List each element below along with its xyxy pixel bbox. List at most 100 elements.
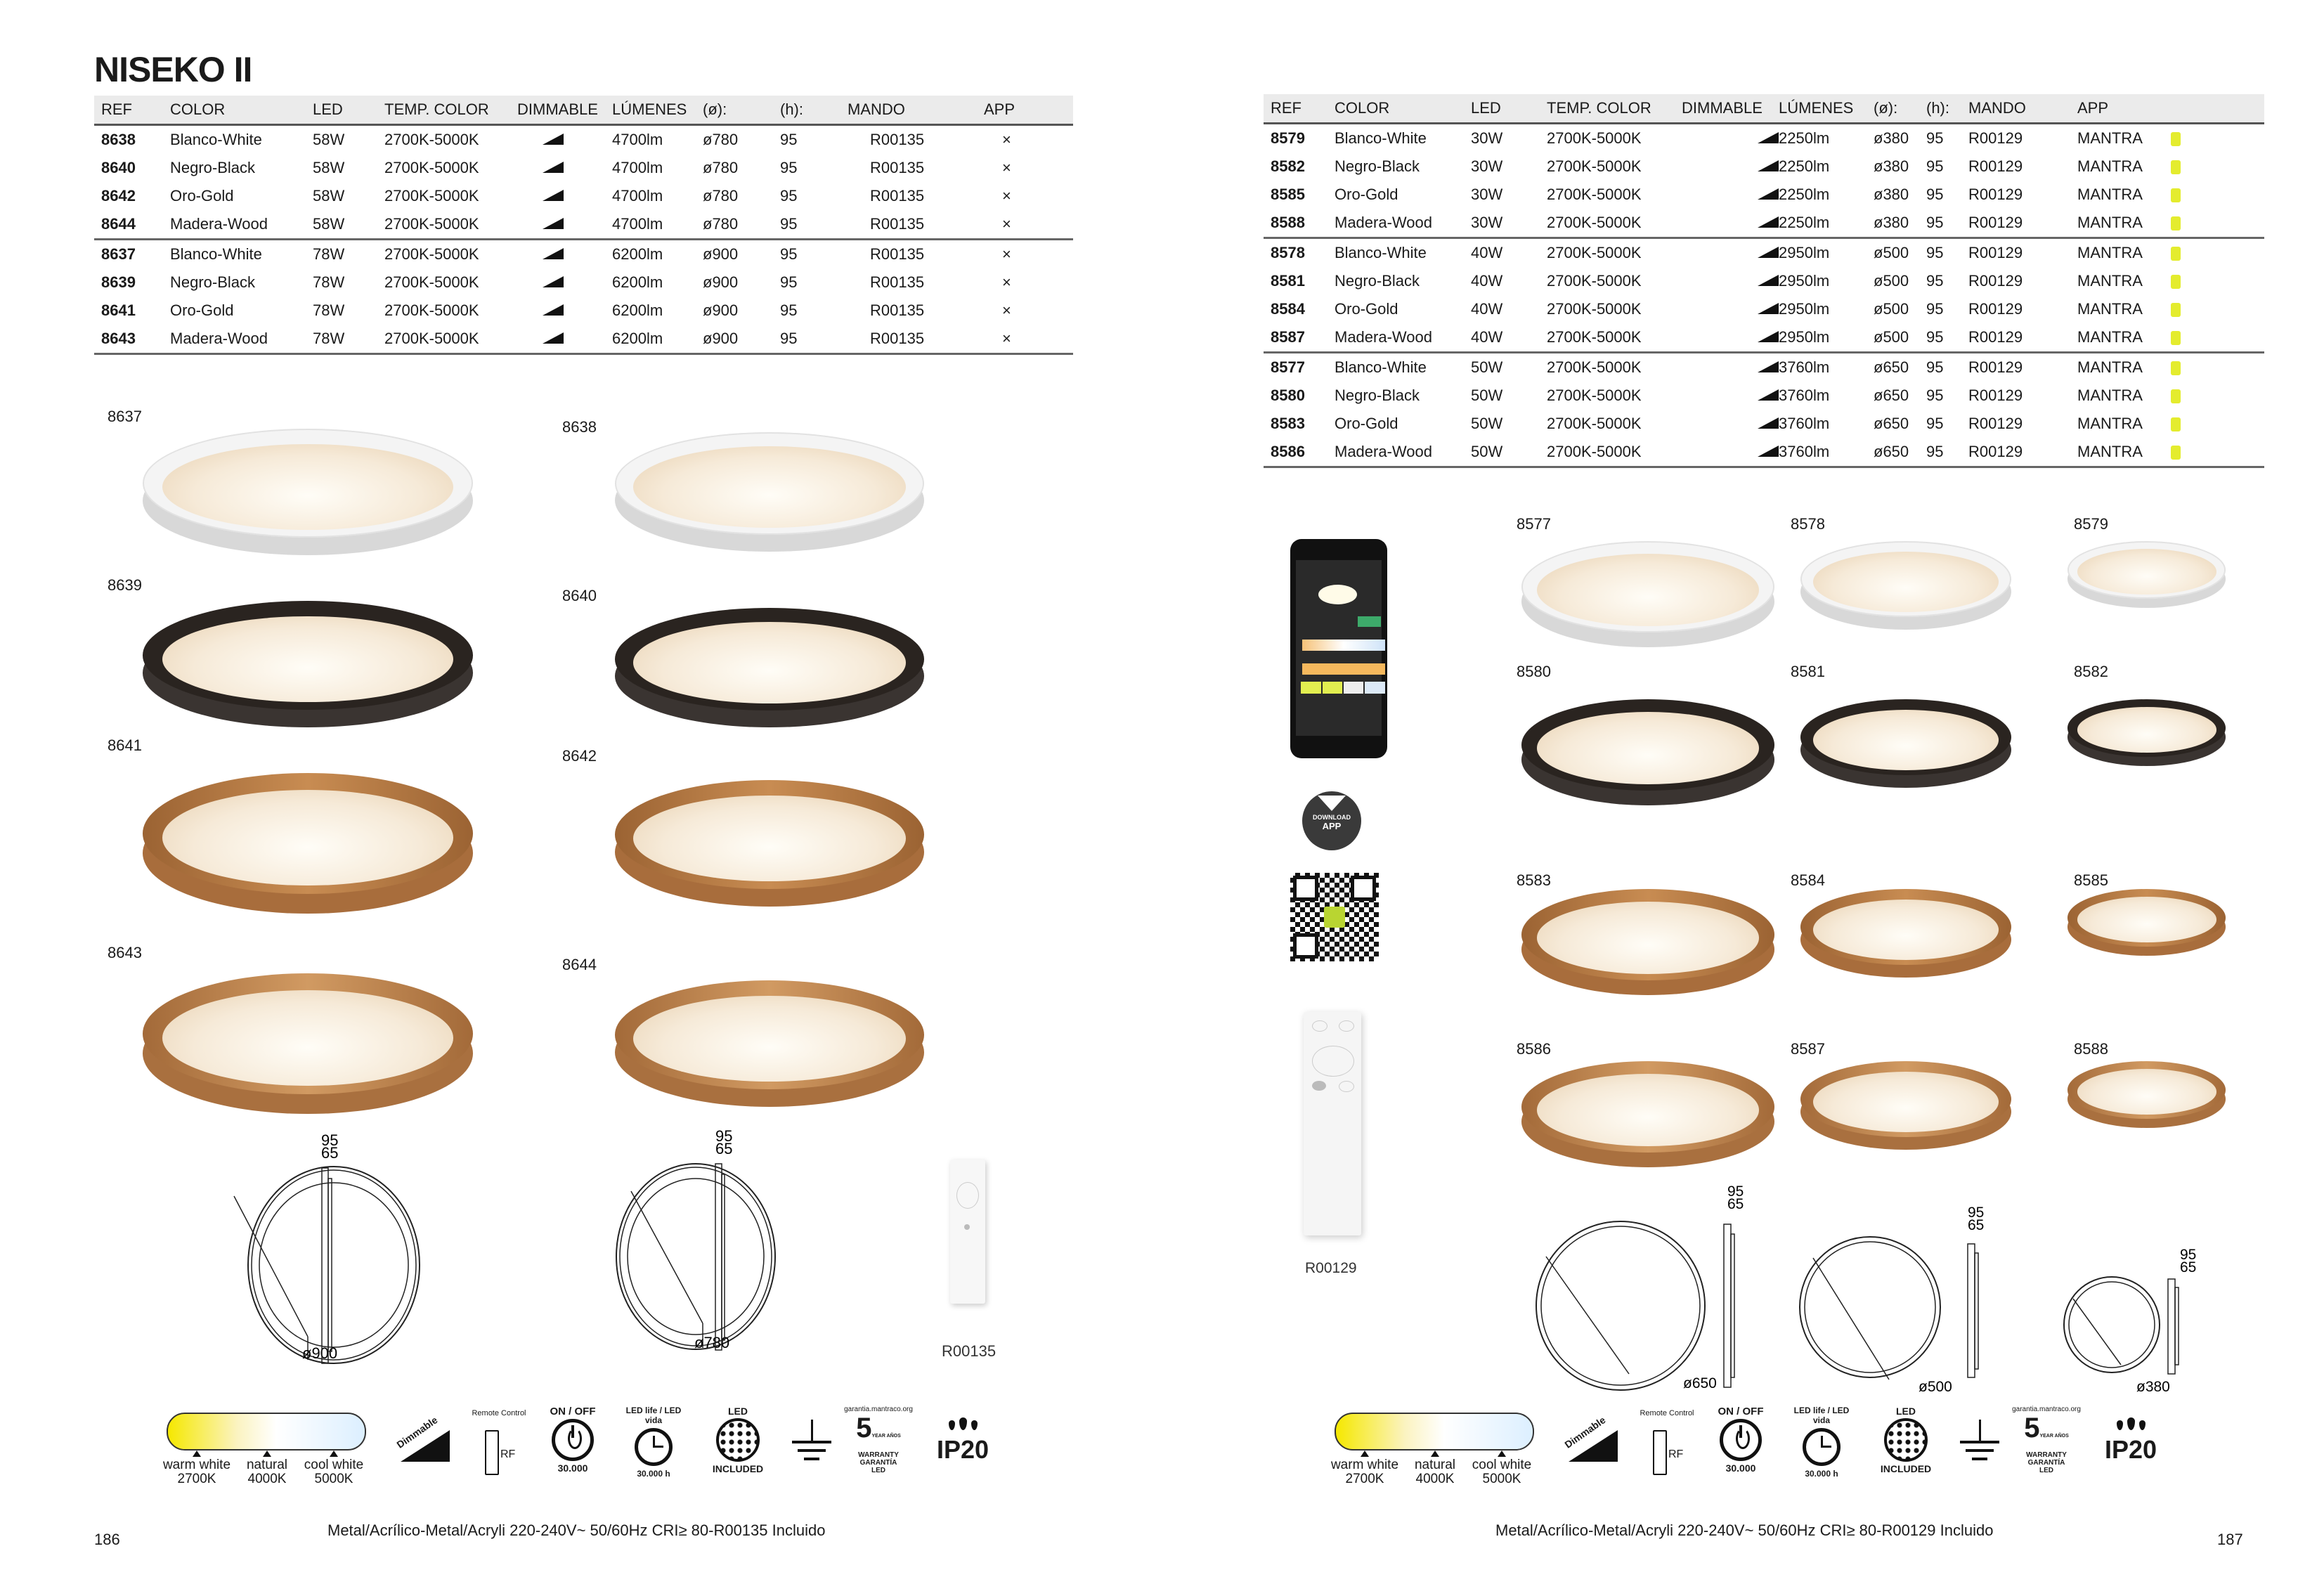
cell-led: 50W (1471, 415, 1503, 432)
page-number-left: 186 (94, 1531, 120, 1548)
remote-control-image (1304, 1012, 1361, 1235)
column-header: COLOR (1335, 99, 1390, 117)
temp-kelvin: 5000K (1482, 1472, 1521, 1486)
lamp-image-wood (1521, 1061, 1774, 1167)
onoff-label: ON / OFF (550, 1406, 596, 1417)
cell-mando: R00135 (870, 273, 925, 291)
app-cell: MANTRA (2077, 272, 2264, 290)
cell-lumens: 6200lm (612, 301, 663, 319)
lamp-image-black (1521, 699, 1774, 805)
temp-name: natural (1414, 1458, 1456, 1472)
table-row: 8641 Oro-Gold 78W 2700K-5000K 6200lm ø900 95 R0… (94, 297, 1073, 325)
cell-ref: 8580 (1271, 387, 1305, 404)
warranty-text: WARRANTY GARANTÍA LED (2026, 1451, 2067, 1474)
cell-diameter: ø380 (1874, 214, 1909, 231)
cell-height: 95 (780, 245, 798, 263)
dimmable-icon (517, 131, 612, 149)
cell-diameter: ø900 (703, 245, 739, 263)
qr-code[interactable] (1290, 873, 1379, 961)
onoff-cycles: 30.000 (557, 1462, 588, 1474)
cell-ref: 8641 (101, 301, 136, 319)
drawing-500: ø500 95 65 (1799, 1205, 1984, 1395)
table-row: 8587 Madera-Wood 40W 2700K-5000K 2950lm ø500 9… (1264, 323, 2264, 353)
cell-mando: R00129 (1968, 272, 2023, 290)
cell-lumens: 2950lm (1779, 328, 1830, 346)
column-header: (ø): (703, 100, 727, 118)
cell-color: Oro-Gold (170, 187, 234, 205)
app-name: MANTRA (2077, 443, 2143, 460)
led-label: LED (1896, 1406, 1916, 1417)
cell-diameter: ø900 (703, 273, 739, 291)
dimmable-icon (1682, 328, 1779, 346)
app-cell: MANTRA (2077, 129, 2264, 148)
cell-ref: 8584 (1271, 300, 1305, 318)
table-row: 8578 Blanco-White 40W 2700K-5000K 2950lm ø500… (1264, 239, 2264, 267)
temp-name: natural (246, 1458, 288, 1472)
dimmable-icon (1682, 358, 1779, 377)
height-total-label: 95 (2180, 1247, 2196, 1263)
table-row: 8581 Negro-Black 40W 2700K-5000K 2950lm ø500 9… (1264, 267, 2264, 295)
onoff-cycles: 30.000 (1725, 1462, 1756, 1474)
feature-icons-left: warm white 2700K natural 4000K cool white 5… (158, 1406, 1037, 1497)
temp-kelvin: 4000K (1415, 1472, 1455, 1486)
dimmable-icon (1758, 331, 1779, 342)
lamp-image-gold (2067, 889, 2226, 956)
column-header: REF (1271, 99, 1301, 117)
remote-control-icon: Remote Control RF (1639, 1409, 1695, 1479)
lamp-image-gold (1800, 889, 2011, 978)
app-cell: MANTRA (2077, 415, 2264, 433)
lamp-label: 8639 (108, 576, 142, 594)
lamp-label: 8586 (1517, 1040, 1551, 1058)
lamp-label: 8581 (1791, 663, 1825, 680)
app-name: MANTRA (2077, 300, 2143, 318)
table-row: 8579 Blanco-White 30W 2700K-5000K 2250lm ø380… (1264, 124, 2264, 152)
cell-app: × (1002, 245, 1011, 263)
cell-color: Negro-Black (170, 273, 256, 291)
cell-ref: 8639 (101, 273, 136, 291)
cell-height: 95 (780, 301, 798, 319)
height-total-label: 95 (1727, 1183, 1744, 1200)
warranty-years: 5 (2024, 1413, 2040, 1443)
download-app-button[interactable]: DOWNLOAD APP (1302, 791, 1361, 850)
cell-mando: R00129 (1968, 387, 2023, 404)
warranty-url: garantia.mantraco.org (844, 1406, 913, 1413)
diameter-label: ø780 (694, 1334, 729, 1351)
lamp-label: 8578 (1791, 515, 1825, 533)
app-name: MANTRA (2077, 358, 2143, 376)
app-name: MANTRA (2077, 157, 2143, 175)
cell-height: 95 (780, 187, 798, 205)
cell-lumens: 4700lm (612, 159, 663, 176)
cell-app: × (1002, 187, 1011, 205)
table-row: 8584 Oro-Gold 40W 2700K-5000K 2950lm ø500 95 R0… (1264, 295, 2264, 323)
column-header: COLOR (170, 100, 226, 118)
cell-led: 78W (313, 245, 345, 263)
height-body-label: 65 (2180, 1259, 2196, 1276)
drawing-380: ø380 95 65 (2063, 1247, 2196, 1395)
temp-kelvin: 4000K (247, 1472, 287, 1486)
cell-temp: 2700K-5000K (1547, 387, 1642, 404)
cell-mando: R00129 (1968, 244, 2023, 261)
cell-led: 30W (1471, 186, 1503, 203)
warranty-text: WARRANTY GARANTÍA LED (858, 1451, 899, 1474)
app-cell: MANTRA (2077, 328, 2264, 346)
cell-color: Negro-Black (170, 159, 256, 176)
remote-control-icon: Remote Control RF (471, 1409, 527, 1479)
cell-temp: 2700K-5000K (384, 330, 479, 347)
cell-color: Blanco-White (1335, 244, 1427, 261)
cell-mando: R00135 (870, 215, 925, 233)
column-header: LÚMENES (612, 100, 687, 118)
cell-diameter: ø500 (1874, 328, 1909, 346)
temp-tick-warm: warm white 2700K (158, 1451, 235, 1486)
cell-temp: 2700K-5000K (1547, 244, 1642, 261)
cell-app: × (1002, 215, 1011, 233)
class-earth-ground-icon (791, 1420, 833, 1469)
cell-mando: R00129 (1968, 415, 2023, 432)
dimmable-icon (517, 215, 612, 233)
app-name: MANTRA (2077, 387, 2143, 404)
cell-lumens: 3760lm (1779, 387, 1830, 404)
temp-kelvin: 2700K (1345, 1472, 1384, 1486)
lamp-label: 8588 (2074, 1040, 2108, 1058)
dimmable-icon (543, 332, 564, 344)
dimmable-icon (517, 245, 612, 264)
cell-height: 95 (780, 131, 798, 148)
